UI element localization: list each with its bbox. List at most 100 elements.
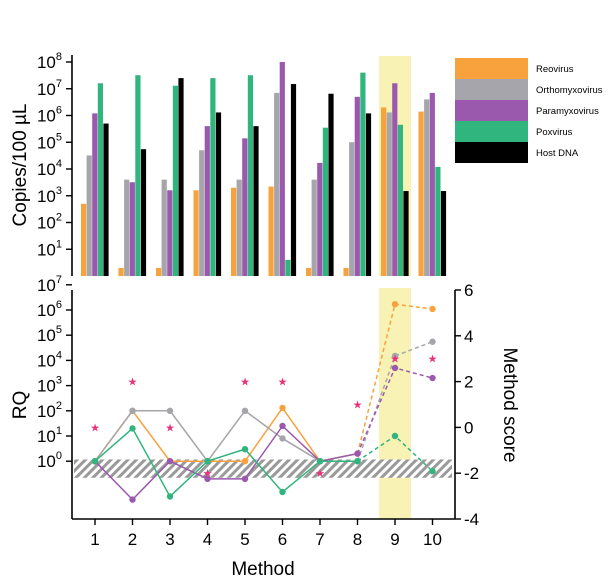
method-score-axis-label: Method score: [499, 347, 520, 462]
bar-host-dna-method-5: [253, 126, 259, 276]
bar-reovirus-method-9: [381, 107, 387, 276]
bar-host-dna-method-1: [103, 123, 109, 276]
bar-reovirus-method-7: [306, 267, 312, 276]
method-score-star-3: ★: [165, 422, 175, 434]
bar-poxvirus-method-1: [97, 83, 103, 276]
rq-point-series-3-method-6: [279, 422, 286, 430]
rq-point-series-3-method-9: [391, 364, 399, 372]
rq-point-series-3-method-5: [241, 475, 249, 483]
rq-point-series-1-method-6: [279, 404, 286, 412]
bar-paramyxovirus-method-2: [129, 182, 135, 276]
rq-y-tick-label: 104: [37, 349, 62, 370]
rq-point-series-3-method-10: [429, 374, 436, 382]
rq-point-series-4-method-7: [316, 458, 324, 465]
bar-poxvirus-method-9: [397, 124, 403, 276]
bar-orthomyxovirus-method-3: [161, 179, 167, 276]
rq-line-series-3: [94, 424, 358, 501]
legend: Reovirus Orthomyxovirus Paramyxovirus Poxvi…: [455, 58, 603, 163]
bar-orthomyxovirus-method-9: [386, 112, 392, 276]
rq-line-series-4: [94, 427, 358, 498]
bar-poxvirus-method-5: [247, 75, 253, 277]
bar-reovirus-method-2: [118, 267, 124, 276]
bar-y-tick-label: 102: [37, 212, 62, 233]
rq-y-tick-label: 105: [37, 324, 62, 345]
legend-swatch-reovirus: [455, 58, 528, 79]
x-tick-label: 7: [315, 530, 324, 549]
rq-y-tick-label: 107: [37, 274, 62, 295]
rq-y-tick-label: 106: [37, 299, 62, 320]
bar-y-tick-label: 106: [37, 105, 62, 126]
rq-line-series-1: [94, 406, 358, 463]
method-score-tick-label: 2: [464, 373, 473, 392]
bar-y-tick-label: 107: [37, 78, 62, 99]
rq-y-tick-label: 102: [37, 400, 62, 421]
rq-point-series-4-method-9: [391, 432, 399, 440]
bar-orthomyxovirus-method-6: [274, 92, 280, 276]
x-tick-label: 1: [90, 530, 99, 549]
x-tick-label: 5: [240, 530, 249, 549]
bar-poxvirus-method-6: [285, 259, 291, 276]
bar-y-tick-label: 104: [37, 158, 62, 179]
bar-poxvirus-method-10: [435, 166, 441, 276]
bar-paramyxovirus-method-1: [92, 113, 98, 276]
bar-paramyxovirus-method-9: [392, 83, 398, 276]
bar-paramyxovirus-method-7: [317, 162, 323, 276]
method-score-star-8: ★: [353, 400, 363, 412]
legend-swatch-host-dna: [455, 142, 528, 163]
method-score-ticks: -4 -2 0 2 4 6: [455, 281, 479, 529]
rq-y-axis-label: RQ: [10, 391, 31, 420]
bar-poxvirus-method-7: [322, 127, 328, 276]
bar-chart-bars: [81, 62, 447, 277]
rq-point-series-2-method-2: [129, 407, 136, 414]
method-score-star-2: ★: [128, 377, 138, 389]
rq-point-series-2-method-6: [279, 435, 286, 442]
rq-point-series-2-method-9: [391, 352, 399, 360]
bar-reovirus-method-6: [268, 186, 274, 276]
rq-point-series-1-method-10: [429, 305, 436, 313]
bar-orthomyxovirus-method-10: [424, 99, 430, 276]
bar-poxvirus-method-2: [135, 75, 141, 277]
bar-orthomyxovirus-method-7: [311, 179, 317, 276]
x-tick-label: 10: [423, 530, 442, 549]
rq-point-series-3-method-2: [129, 496, 136, 503]
bar-y-tick-label: 108: [37, 51, 62, 72]
legend-label: Paramyxovirus: [536, 106, 599, 117]
rq-point-series-4-method-2: [129, 425, 136, 432]
bar-host-dna-method-9: [403, 191, 409, 276]
rq-point-series-4-method-5: [241, 445, 249, 453]
method-score-tick-label: 6: [464, 281, 473, 300]
rq-y-tick-label: 100: [37, 450, 62, 471]
rq-point-series-1-method-5: [241, 458, 249, 465]
legend-swatch-paramyxovirus: [455, 100, 528, 121]
bar-y-tick-label: 105: [37, 131, 62, 152]
rq-point-series-2-method-3: [166, 407, 174, 414]
rq-point-series-4-method-8: [354, 458, 361, 465]
bar-reovirus-method-4: [193, 190, 199, 276]
bar-orthomyxovirus-method-2: [124, 179, 130, 276]
bar-chart-panel: 101 102 103 104 105 106 107 108 Copies/100 µL R…: [10, 51, 603, 277]
rq-point-series-4-method-3: [166, 493, 174, 500]
bar-host-dna-method-4: [215, 112, 222, 276]
bar-poxvirus-method-4: [210, 78, 216, 276]
method-score-star-5: ★: [240, 377, 250, 389]
bar-orthomyxovirus-method-1: [86, 155, 92, 276]
bar-orthomyxovirus-method-4: [199, 150, 205, 276]
legend-label: Host DNA: [536, 148, 579, 159]
method-score-star-4: ★: [203, 468, 213, 480]
rq-point-series-4-method-6: [279, 488, 286, 496]
bar-poxvirus-method-3: [172, 85, 178, 276]
bar-y-tick-label: 101: [37, 238, 62, 259]
rq-point-series-3-method-8: [354, 450, 361, 457]
bar-poxvirus-method-8: [360, 72, 366, 276]
bar-paramyxovirus-method-6: [279, 62, 285, 276]
bar-host-dna-method-6: [290, 84, 297, 276]
x-axis-label: Method: [231, 559, 294, 580]
bar-host-dna-method-2: [140, 149, 147, 276]
bar-paramyxovirus-method-5: [242, 138, 248, 276]
bar-reovirus-method-10: [418, 111, 424, 276]
method-score-tick-label: 0: [464, 418, 473, 437]
bar-orthomyxovirus-method-5: [236, 179, 242, 276]
rq-point-series-2-method-10: [429, 338, 436, 345]
bar-orthomyxovirus-method-8: [349, 142, 355, 276]
legend-label: Orthomyxovirus: [536, 85, 603, 96]
